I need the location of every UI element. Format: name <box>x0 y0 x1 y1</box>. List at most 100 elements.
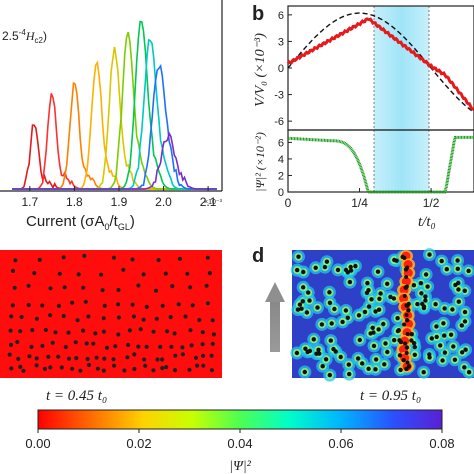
panel-c-vortex-121 <box>9 366 14 371</box>
panel-c-vortex-49 <box>61 313 66 319</box>
panel-d-vortex-63 <box>319 322 325 327</box>
panel-b-curves <box>286 12 474 194</box>
panel-c-vortex-92 <box>144 344 149 349</box>
panel-c-vortex-67 <box>81 328 86 333</box>
panel-d-vortex-106 <box>315 305 320 310</box>
panel-d-vortex-95 <box>299 306 304 311</box>
panel-c-vortex-100 <box>16 356 21 361</box>
panel-d-vortex-87 <box>453 282 458 288</box>
panel-d-vortex-9 <box>338 354 343 360</box>
panel-c-vortex-52 <box>101 316 106 321</box>
panel-c-vortex-114 <box>155 357 160 362</box>
panel-d-vortex-79 <box>307 348 313 354</box>
panel-d-vortex-83 <box>385 349 390 355</box>
panel-d-vortex-149 <box>377 296 382 301</box>
panel-c-vortex-61 <box>8 328 13 333</box>
panel-c-vortex-79 <box>8 342 14 347</box>
panel-d-vortex-124 <box>421 304 427 309</box>
panel-a-curves <box>12 20 217 190</box>
panel-c-vortex-74 <box>165 329 170 334</box>
colorbar-tick-label-3: 0.06 <box>328 436 353 451</box>
panel-c-vortex-58 <box>183 314 188 319</box>
panel-c-vortex-57 <box>168 315 173 320</box>
panel-c-vortex-9 <box>10 268 16 273</box>
panel-c-vortex-31 <box>10 303 15 308</box>
colorbar-tick-label-0: 0.00 <box>25 436 50 451</box>
panel-a-curve-9 <box>12 131 217 190</box>
panel-c-vortex-91 <box>136 344 141 349</box>
panel-d-vortex-112 <box>434 334 439 340</box>
panel-c-vortex-117 <box>180 352 185 357</box>
panel-c-vortex-8 <box>205 255 210 260</box>
panel-d-vortex-136 <box>441 321 446 326</box>
panel-b-top-y-tick-label-2: 0 <box>278 63 284 75</box>
panel-d-vortex-81 <box>313 265 318 270</box>
panel-c-vortex-19 <box>12 285 17 290</box>
panel-d-vortex-88 <box>324 259 330 264</box>
panel-b-xlabel: t/t₀ <box>418 214 436 230</box>
panel-c-vortex-115 <box>160 357 165 362</box>
panel-d-vortex-46 <box>392 338 397 343</box>
panel-d-vortex-19 <box>442 306 447 311</box>
panel-d-vortex-54 <box>301 269 306 275</box>
panel-b-ylabel-bottom: |Ψ|² (×10⁻²) <box>253 132 267 192</box>
panel-c-vortex-24 <box>100 288 105 293</box>
panel-c-vortex-51 <box>86 314 91 319</box>
panel-d-vortex-21 <box>398 339 404 345</box>
panel-c-vortex-54 <box>131 314 136 319</box>
panel-c-vortex-122 <box>18 364 23 369</box>
panel-d-vortex-33 <box>355 356 361 361</box>
panel-c-vortex-129 <box>78 368 83 373</box>
panel-c-vortex-141 <box>187 367 192 372</box>
panel-d-vortex-82 <box>411 283 417 288</box>
panel-c-vortex-2 <box>61 255 66 260</box>
panel-d-vortex-123 <box>460 350 465 355</box>
panel-c-vortex-47 <box>34 316 40 321</box>
panel-d-vortex-42 <box>466 268 471 274</box>
panel-d-vortex-68 <box>412 352 417 357</box>
panel-d-vortex-108 <box>369 297 374 302</box>
panel-c-vortex-28 <box>170 284 175 289</box>
panel-c-vortex-69 <box>101 329 106 334</box>
panel-c-vortex-55 <box>141 317 146 322</box>
panel-c-vortex-95 <box>180 345 185 350</box>
panel-a-x-tick-label-2: 1.9 <box>111 195 128 209</box>
panel-d-vortex-126 <box>392 257 397 263</box>
panel-c-vortex-93 <box>158 344 163 349</box>
panel-d-channel-vortex-3 <box>404 284 409 289</box>
panel-d-vortex-28 <box>382 362 387 367</box>
panel-d-vortex-67 <box>397 353 403 358</box>
panel-d-vortex-35 <box>373 357 379 362</box>
panel-b-bottom-y-tick-label-1: 4 <box>278 154 284 166</box>
panel-c-vortex-135 <box>132 366 137 372</box>
panel-c-vortex-17 <box>185 271 190 276</box>
panel-d-vortex-52 <box>343 308 349 313</box>
panel-d-channel-vortex-0 <box>402 256 407 260</box>
panel-c-vortex-137 <box>151 368 156 373</box>
panel-b-top-y-tick-label-0: 6 <box>278 10 284 22</box>
panel-d-vortex-143 <box>297 302 303 307</box>
panel-d-vortex-18 <box>429 336 434 341</box>
panel-d-vortex-139 <box>456 299 461 304</box>
panel-b-x-tick-label-1: 1/4 <box>351 196 368 210</box>
panel-d-vortex-99 <box>423 298 428 303</box>
panel-a-curve-2 <box>12 81 217 190</box>
panel-d-channel-vortex-10 <box>404 351 409 355</box>
panel-c-vortex-130 <box>86 362 92 368</box>
panel-a-curve-5 <box>12 31 217 190</box>
panel-c-vortex-89 <box>113 344 118 349</box>
panel-d-vortex-76 <box>434 324 439 329</box>
panel-a-xlabel: Current (σA0/tGL) <box>26 213 135 232</box>
panel-b-reference-curve <box>287 12 474 113</box>
colorbar-tick-label-2: 0.04 <box>227 436 252 451</box>
panel-d-vortex-103 <box>456 287 461 292</box>
panel-c-vortex-142 <box>195 363 200 368</box>
panel-d-vortex-56 <box>440 358 445 363</box>
panel-d-vortex-120 <box>448 332 454 337</box>
panel-c-vortex-82 <box>40 343 45 348</box>
panel-d-channel-core-3 <box>401 277 411 286</box>
panel-d-vortex-147 <box>316 347 321 352</box>
panel-c-vortex-106 <box>74 356 79 361</box>
panel-c-vortex-143 <box>201 363 206 368</box>
